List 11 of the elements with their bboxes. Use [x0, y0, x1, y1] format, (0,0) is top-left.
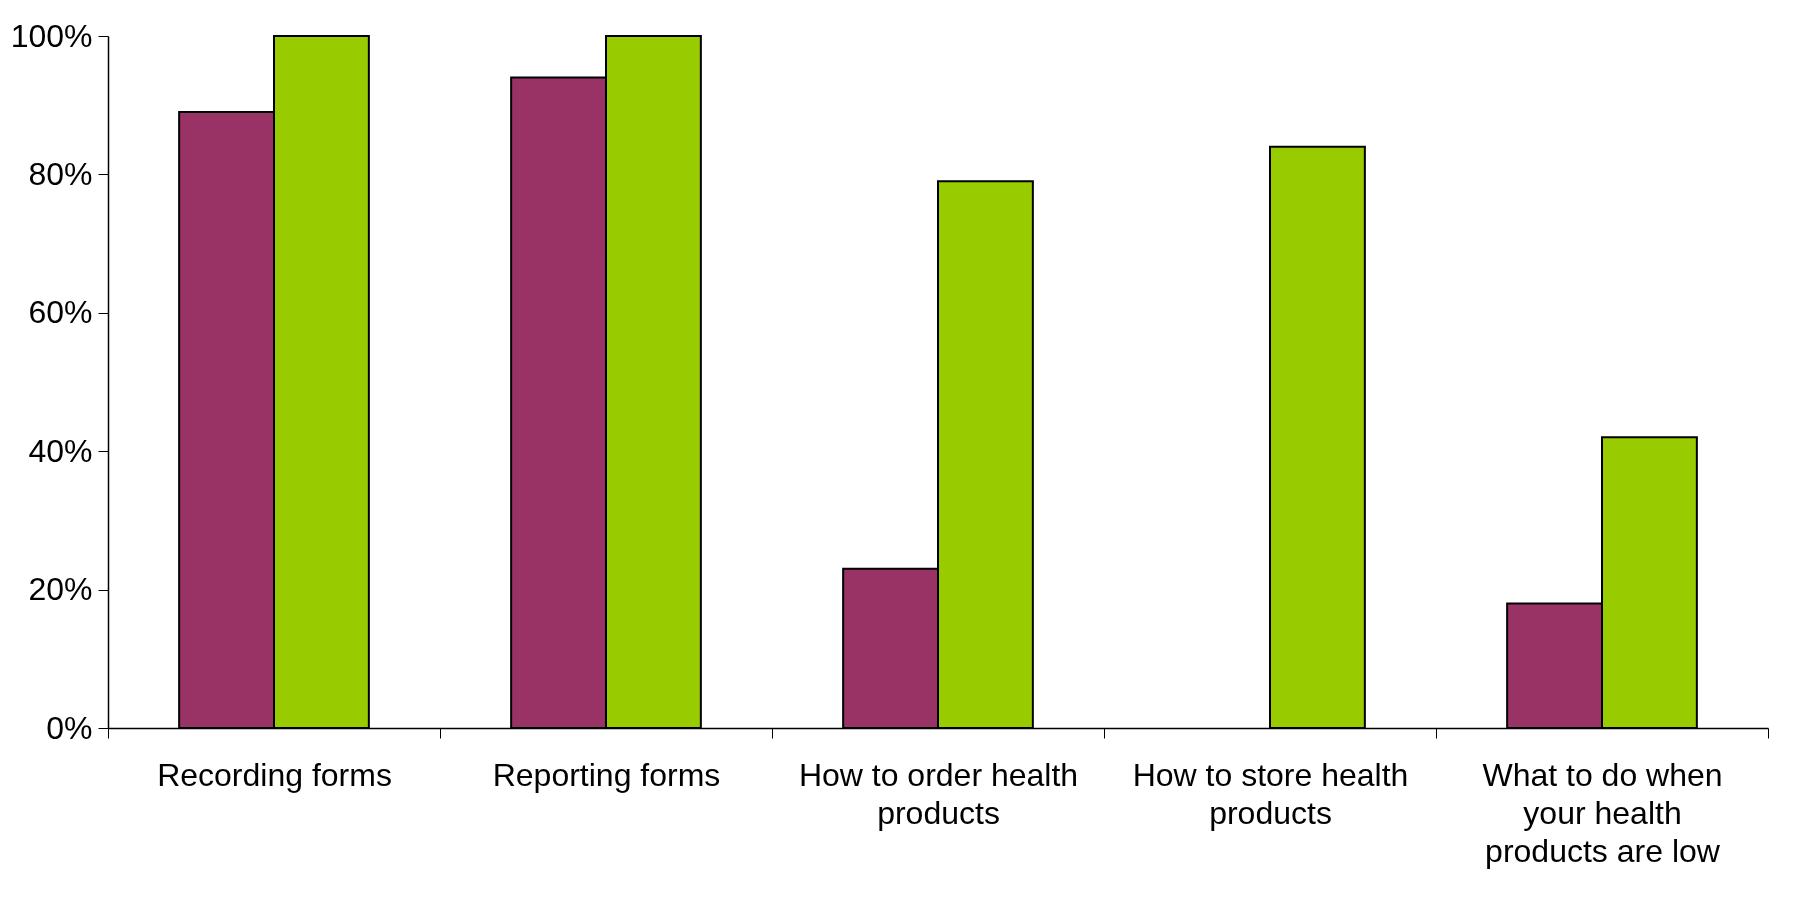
x-tick-label: Recording forms — [157, 756, 392, 793]
x-tick-label: How to store health products — [1132, 756, 1409, 831]
y-tick-label: 0% — [46, 709, 93, 746]
y-tick-label: 60% — [28, 294, 93, 331]
x-tick-label: How to order health products — [798, 756, 1079, 831]
x-tick-label: What to do when your health products are low — [1482, 756, 1723, 869]
x-tick-label: Reporting forms — [492, 756, 721, 793]
y-tick-label: 40% — [28, 432, 93, 469]
y-tick-label: 100% — [10, 17, 93, 54]
y-tick-label: 80% — [28, 155, 93, 192]
y-tick-label: 20% — [28, 571, 93, 608]
